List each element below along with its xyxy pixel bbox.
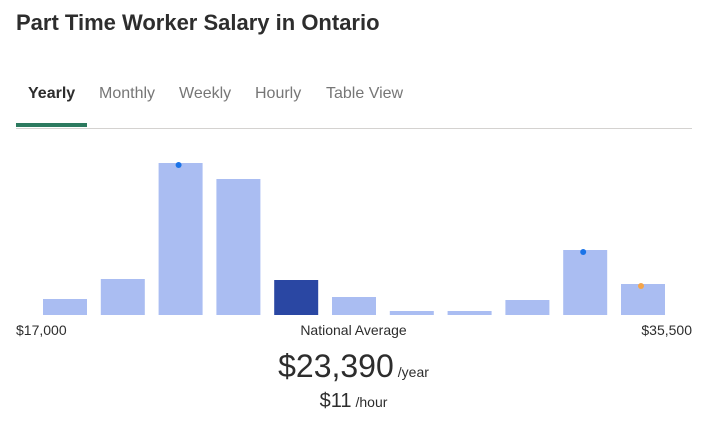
- chart-bar[interactable]: [621, 284, 665, 315]
- chart-bar-national-average[interactable]: [274, 280, 319, 315]
- tab-weekly[interactable]: Weekly: [179, 85, 232, 102]
- tab-monthly[interactable]: Monthly: [99, 85, 156, 102]
- yearly-salary: $23,390/year: [0, 348, 707, 385]
- salary-period-tabs: Yearly Monthly Weekly Hourly Table View: [16, 76, 692, 129]
- hourly-salary-unit: /hour: [355, 394, 388, 410]
- active-tab-indicator: [16, 123, 87, 127]
- chart-bar[interactable]: [43, 299, 87, 315]
- chart-marker-dot: [175, 162, 182, 168]
- chart-bar[interactable]: [158, 163, 203, 315]
- tab-table-view[interactable]: Table View: [326, 85, 404, 102]
- yearly-salary-unit: /year: [397, 364, 429, 380]
- chart-marker-dot: [638, 283, 644, 289]
- chart-bar[interactable]: [505, 300, 550, 315]
- hourly-salary-amount: $11: [319, 390, 352, 412]
- tab-yearly[interactable]: Yearly: [28, 85, 76, 102]
- chart-bar[interactable]: [332, 297, 376, 315]
- chart-marker-dot: [580, 249, 587, 255]
- chart-bar[interactable]: [563, 250, 608, 315]
- hourly-salary: $11/hour: [0, 390, 707, 413]
- x-axis-min-label: $17,000: [16, 322, 67, 338]
- salary-distribution-chart: [43, 162, 665, 315]
- tab-hourly[interactable]: Hourly: [255, 85, 302, 102]
- yearly-salary-amount: $23,390: [278, 348, 394, 384]
- chart-bar[interactable]: [100, 279, 145, 315]
- national-average-label: National Average: [300, 322, 407, 338]
- chart-bar[interactable]: [389, 311, 434, 315]
- chart-bar[interactable]: [447, 311, 492, 315]
- chart-bar[interactable]: [216, 179, 261, 315]
- x-axis-max-label: $35,500: [641, 322, 692, 338]
- page-title: Part Time Worker Salary in Ontario: [16, 10, 380, 35]
